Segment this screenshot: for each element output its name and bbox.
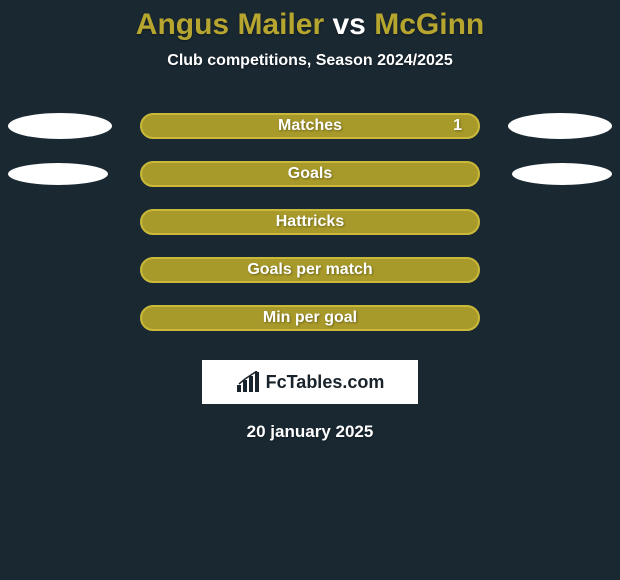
stat-bar: Min per goal: [140, 305, 480, 331]
stat-row: Goals per match: [0, 256, 620, 284]
subtitle: Club competitions, Season 2024/2025: [0, 52, 620, 70]
stat-bar: Matches 1: [140, 113, 480, 139]
left-ellipse: [8, 163, 108, 185]
stat-row: Min per goal: [0, 304, 620, 332]
logo-text: FcTables.com: [266, 372, 385, 393]
logo-bars-icon: [236, 371, 262, 393]
title-vs: vs: [333, 8, 366, 41]
title-player2: McGinn: [374, 8, 484, 41]
right-ellipse: [512, 163, 612, 185]
stat-bar: Goals per match: [140, 257, 480, 283]
logo-box: FcTables.com: [202, 360, 418, 404]
stat-value: 1: [453, 117, 462, 135]
stat-label: Hattricks: [276, 213, 344, 231]
stat-row: Goals: [0, 160, 620, 188]
stat-bar: Hattricks: [140, 209, 480, 235]
footer-date: 20 january 2025: [0, 422, 620, 442]
stat-label: Matches: [278, 117, 342, 135]
stat-label: Min per goal: [263, 309, 357, 327]
stat-bar: Goals: [140, 161, 480, 187]
stat-row: Matches 1: [0, 112, 620, 140]
title-player1: Angus Mailer: [136, 8, 324, 41]
stat-label: Goals: [288, 165, 332, 183]
right-ellipse: [508, 113, 612, 139]
page-title: Angus Mailer vs McGinn: [0, 0, 620, 42]
stat-rows: Matches 1 Goals Hattricks Goals per match Min…: [0, 112, 620, 332]
left-ellipse: [8, 113, 112, 139]
stat-label: Goals per match: [247, 261, 372, 279]
stat-row: Hattricks: [0, 208, 620, 236]
logo: FcTables.com: [236, 371, 385, 393]
